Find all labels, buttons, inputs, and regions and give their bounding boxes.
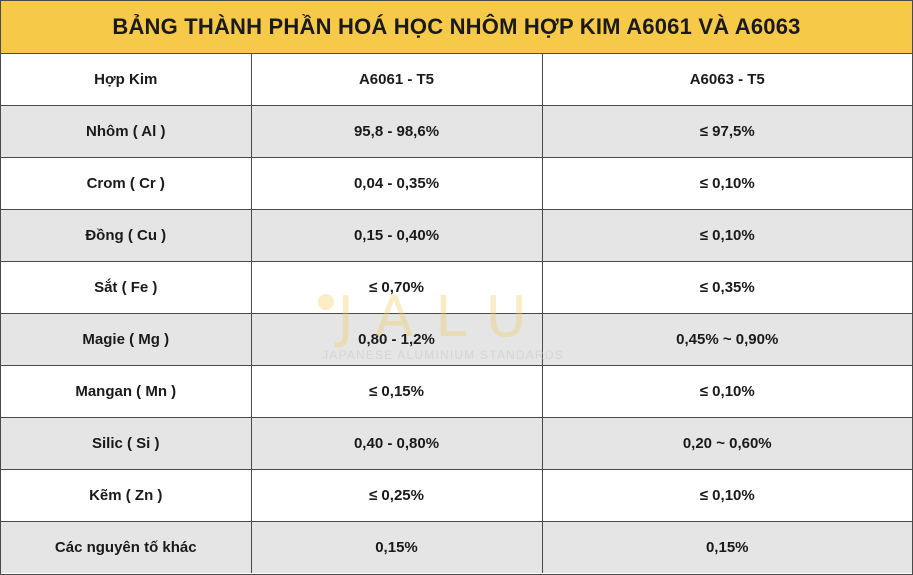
table-row: Crom ( Cr ) 0,04 - 0,35% ≤ 0,10% — [1, 157, 912, 210]
a6061-value: 0,40 - 0,80% — [250, 417, 543, 470]
table-title: BẢNG THÀNH PHẦN HOÁ HỌC NHÔM HỢP KIM A60… — [1, 1, 912, 54]
a6063-value: ≤ 97,5% — [541, 105, 912, 158]
a6061-value: 0,04 - 0,35% — [250, 157, 543, 210]
a6061-value: 0,15% — [250, 521, 543, 573]
a6061-value: 95,8 - 98,6% — [250, 105, 543, 158]
a6063-value: ≤ 0,10% — [541, 157, 912, 210]
element-name: Crom ( Cr ) — [1, 157, 252, 210]
a6063-value: 0,20 ~ 0,60% — [541, 417, 912, 470]
header-alloy: Hợp Kim — [1, 54, 252, 106]
a6061-value: 0,15 - 0,40% — [250, 209, 543, 262]
a6061-value: 0,80 - 1,2% — [250, 313, 543, 366]
a6063-value: 0,45% ~ 0,90% — [541, 313, 912, 366]
table-row: Sắt ( Fe ) ≤ 0,70% ≤ 0,35% — [1, 261, 912, 314]
element-name: Đồng ( Cu ) — [1, 209, 252, 262]
element-name: Nhôm ( Al ) — [1, 105, 252, 158]
a6063-value: ≤ 0,35% — [541, 261, 912, 314]
header-a6061: A6061 - T5 — [250, 54, 543, 106]
element-name: Các nguyên tố khác — [1, 521, 252, 573]
element-name: Sắt ( Fe ) — [1, 261, 252, 314]
table-row: Mangan ( Mn ) ≤ 0,15% ≤ 0,10% — [1, 365, 912, 418]
a6063-value: ≤ 0,10% — [541, 209, 912, 262]
a6063-value: 0,15% — [541, 521, 912, 573]
a6063-value: ≤ 0,10% — [541, 365, 912, 418]
a6061-value: ≤ 0,70% — [250, 261, 543, 314]
element-name: Magie ( Mg ) — [1, 313, 252, 366]
composition-table: Hợp Kim A6061 - T5 A6063 - T5 Nhôm ( Al … — [1, 54, 912, 573]
a6061-value: ≤ 0,25% — [250, 469, 543, 522]
table-row: Magie ( Mg ) 0,80 - 1,2% 0,45% ~ 0,90% — [1, 313, 912, 366]
element-name: Kẽm ( Zn ) — [1, 469, 252, 522]
table-row: Nhôm ( Al ) 95,8 - 98,6% ≤ 97,5% — [1, 105, 912, 158]
table-row: Các nguyên tố khác 0,15% 0,15% — [1, 521, 912, 573]
element-name: Silic ( Si ) — [1, 417, 252, 470]
table-row: Đồng ( Cu ) 0,15 - 0,40% ≤ 0,10% — [1, 209, 912, 262]
table-header-row: Hợp Kim A6061 - T5 A6063 - T5 — [1, 54, 912, 106]
element-name: Mangan ( Mn ) — [1, 365, 252, 418]
table-row: Silic ( Si ) 0,40 - 0,80% 0,20 ~ 0,60% — [1, 417, 912, 470]
table-row: Kẽm ( Zn ) ≤ 0,25% ≤ 0,10% — [1, 469, 912, 522]
a6063-value: ≤ 0,10% — [541, 469, 912, 522]
header-a6063: A6063 - T5 — [541, 54, 912, 106]
a6061-value: ≤ 0,15% — [250, 365, 543, 418]
